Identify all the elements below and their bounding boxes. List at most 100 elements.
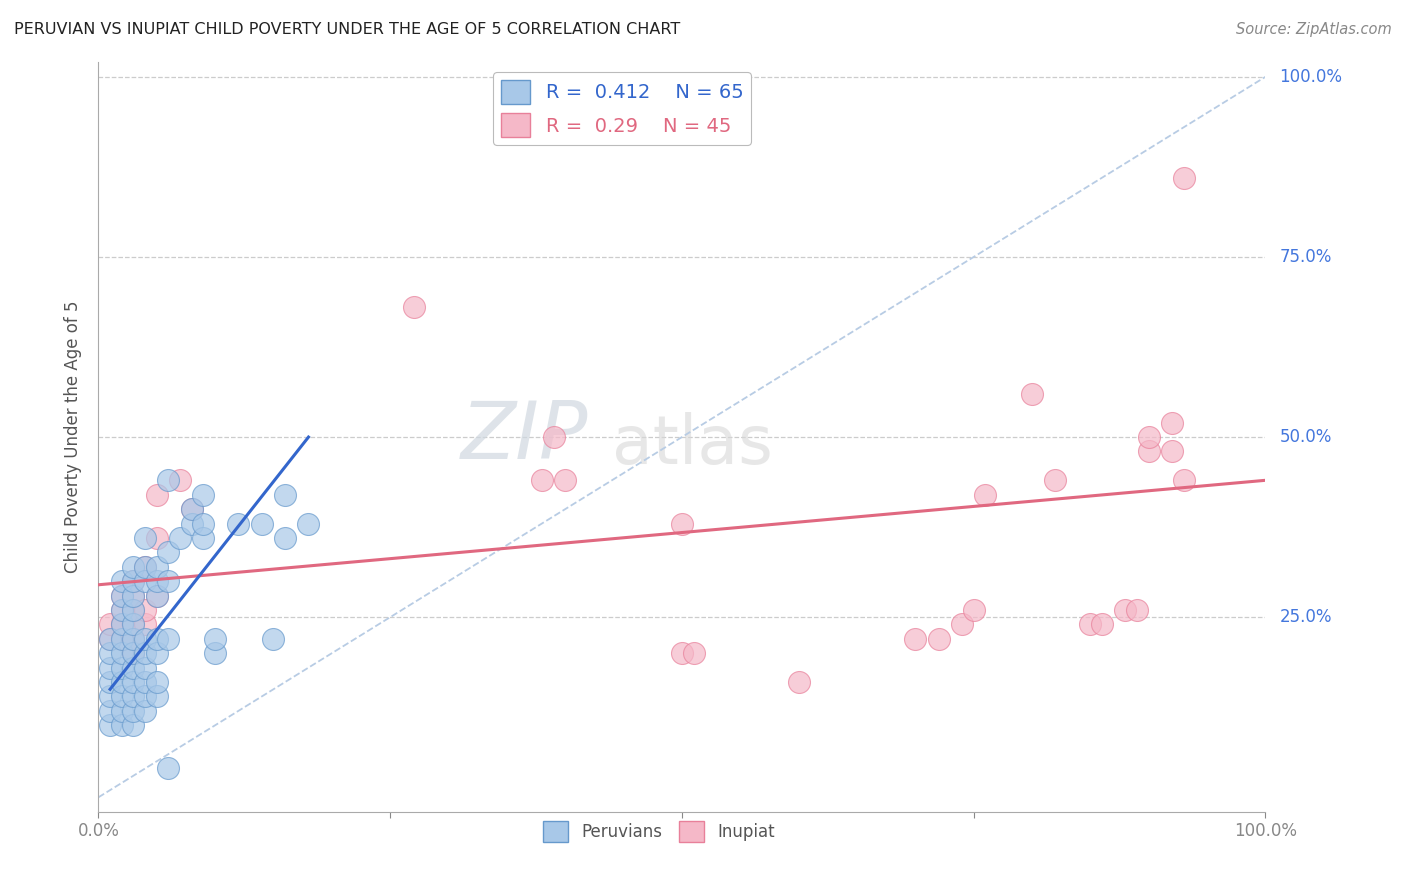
Point [1161, 416, 1184, 430]
Point [543, 430, 565, 444]
Legend: Peruvians, Inupiat: Peruvians, Inupiat [536, 814, 782, 848]
Point [1173, 473, 1195, 487]
Point [122, 718, 145, 732]
Point [134, 660, 156, 674]
Point [1045, 473, 1067, 487]
Point [157, 632, 180, 646]
Point [134, 617, 156, 632]
Point [122, 603, 145, 617]
Y-axis label: Child Poverty Under the Age of 5: Child Poverty Under the Age of 5 [65, 301, 83, 574]
Point [98, 646, 121, 660]
Text: 100.0%: 100.0% [1279, 68, 1343, 86]
Point [146, 690, 169, 704]
Point [98, 632, 121, 646]
Point [134, 632, 156, 646]
Point [122, 589, 145, 603]
Text: 75.0%: 75.0% [1279, 248, 1331, 266]
Point [111, 589, 134, 603]
Point [157, 762, 180, 776]
Point [193, 531, 215, 545]
Point [180, 502, 202, 516]
Point [180, 502, 202, 516]
Point [122, 574, 145, 589]
Point [169, 531, 191, 545]
Point [111, 660, 134, 674]
Point [1091, 617, 1114, 632]
Point [122, 559, 145, 574]
Point [122, 675, 145, 690]
Point [98, 675, 121, 690]
Point [193, 516, 215, 531]
Point [530, 473, 553, 487]
Point [134, 559, 156, 574]
Point [146, 488, 169, 502]
Point [274, 488, 297, 502]
Point [134, 704, 156, 718]
Point [111, 718, 134, 732]
Point [297, 516, 319, 531]
Point [134, 675, 156, 690]
Point [134, 690, 156, 704]
Point [111, 632, 134, 646]
Point [146, 559, 169, 574]
Point [122, 632, 145, 646]
Point [682, 646, 704, 660]
Point [98, 660, 121, 674]
Text: Source: ZipAtlas.com: Source: ZipAtlas.com [1236, 22, 1392, 37]
Point [146, 531, 169, 545]
Point [1137, 430, 1160, 444]
Point [228, 516, 250, 531]
Point [122, 603, 145, 617]
Point [671, 646, 693, 660]
Point [250, 516, 273, 531]
Point [1114, 603, 1136, 617]
Point [111, 617, 134, 632]
Point [146, 589, 169, 603]
Point [157, 545, 180, 559]
Point [98, 690, 121, 704]
Point [98, 632, 121, 646]
Point [111, 617, 134, 632]
Point [146, 574, 169, 589]
Point [204, 632, 226, 646]
Point [122, 690, 145, 704]
Text: atlas: atlas [612, 411, 773, 477]
Point [122, 646, 145, 660]
Point [146, 646, 169, 660]
Point [134, 531, 156, 545]
Point [134, 559, 156, 574]
Point [98, 617, 121, 632]
Point [1126, 603, 1149, 617]
Point [134, 574, 156, 589]
Point [122, 617, 145, 632]
Point [122, 589, 145, 603]
Point [169, 473, 191, 487]
Point [262, 632, 284, 646]
Point [1080, 617, 1102, 632]
Point [1173, 170, 1195, 185]
Point [1137, 444, 1160, 458]
Point [904, 632, 927, 646]
Point [122, 660, 145, 674]
Point [180, 516, 202, 531]
Point [122, 646, 145, 660]
Point [1161, 444, 1184, 458]
Point [671, 516, 693, 531]
Point [98, 704, 121, 718]
Point [974, 488, 997, 502]
Point [146, 675, 169, 690]
Point [962, 603, 984, 617]
Point [111, 603, 134, 617]
Point [122, 632, 145, 646]
Point [1021, 387, 1043, 401]
Point [122, 574, 145, 589]
Point [122, 617, 145, 632]
Text: ZIP: ZIP [461, 398, 589, 476]
Point [134, 646, 156, 660]
Point [146, 589, 169, 603]
Point [157, 473, 180, 487]
Point [157, 574, 180, 589]
Point [98, 718, 121, 732]
Point [134, 603, 156, 617]
Text: 50.0%: 50.0% [1279, 428, 1331, 446]
